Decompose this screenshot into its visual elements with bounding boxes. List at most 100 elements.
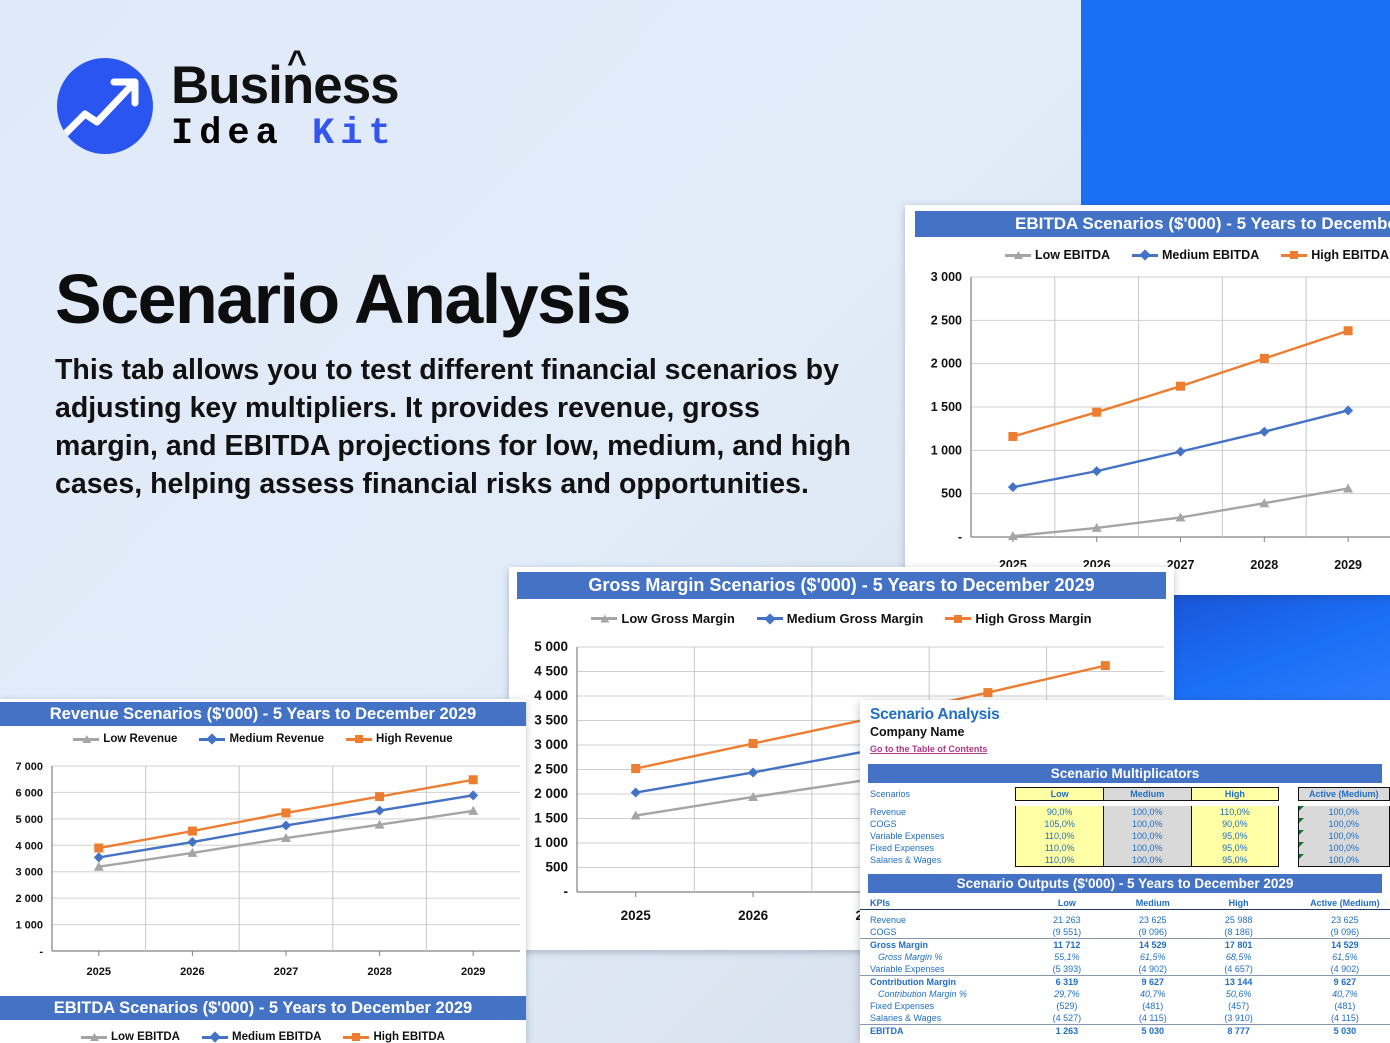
cell-low: (529)	[1056, 1001, 1078, 1011]
table-row: EBITDA 1 263 5 030 8 777 5 030	[860, 1024, 1390, 1037]
cell-high: 13 144	[1195, 975, 1282, 988]
growth-arrow-icon	[57, 58, 153, 154]
cell-medium[interactable]: 100,0%	[1102, 818, 1192, 830]
cell-medium[interactable]: 100,0%	[1102, 830, 1192, 842]
cell-high: 50,6%	[1225, 989, 1252, 999]
cell-low[interactable]: 110,0%	[1015, 830, 1104, 842]
table-row: Contribution Margin % 29,7% 40,7% 50,6% 40,7…	[860, 988, 1390, 1000]
table-row: COGS (9 551) (9 096) (8 186) (9 096)	[860, 926, 1390, 939]
row-label: Revenue	[870, 807, 907, 817]
page-description: This tab allows you to test different fi…	[55, 353, 851, 501]
table-row: Variable Expenses (5 393) (4 902) (4 657) (4…	[860, 963, 1390, 976]
chart-plot-revenue: - 1 000 2 000 3 000 4 000 5 000 6 000 7 000 2025…	[0, 756, 526, 999]
column-header-kpis: KPIs	[860, 897, 1025, 910]
chart-card-ebitda-top: EBITDA Scenarios ($'000) - 5 Years to De…	[905, 205, 1390, 595]
cell-active: (9 096)	[1330, 927, 1360, 937]
cell-low: 21 263	[1053, 915, 1081, 925]
cell-medium: 40,7%	[1140, 989, 1166, 999]
column-header-medium: Medium	[1109, 897, 1196, 910]
cell-active: (481)	[1334, 1001, 1356, 1011]
svg-text:2026: 2026	[738, 908, 769, 923]
svg-text:500: 500	[941, 487, 962, 501]
cell-high[interactable]: 95,0%	[1191, 830, 1280, 842]
cell-low[interactable]: 110,0%	[1015, 854, 1104, 867]
table-row: Salaries & Wages (4 527) (4 115) (3 910) (4 …	[860, 1012, 1390, 1025]
cell-low[interactable]: 105,0%	[1015, 818, 1104, 830]
svg-text:3 500: 3 500	[534, 713, 568, 728]
table-row: Contribution Margin 6 319 9 627 13 144 9 627	[860, 975, 1390, 988]
svg-text:2026: 2026	[180, 966, 204, 978]
svg-text:4 500: 4 500	[534, 664, 568, 679]
decor-block-mid-right	[1170, 590, 1390, 700]
cell-high[interactable]: 95,0%	[1191, 854, 1280, 867]
svg-text:-: -	[39, 946, 43, 958]
cell-low: (9 551)	[1052, 927, 1082, 937]
legend-item-low: Low Revenue	[73, 733, 177, 745]
svg-text:3 000: 3 000	[534, 737, 568, 752]
table-header-row: KPIs Low Medium High Active (Medium)	[860, 897, 1390, 910]
svg-text:5 000: 5 000	[15, 814, 43, 826]
row-label: Revenue	[870, 915, 907, 925]
svg-text:500: 500	[545, 860, 568, 875]
cell-high[interactable]: 90,0%	[1191, 818, 1280, 830]
cell-high: (457)	[1228, 1001, 1250, 1011]
cell-active: 5 030	[1299, 1024, 1390, 1037]
svg-text:2 500: 2 500	[534, 762, 568, 777]
chart-title-gross-margin: Gross Margin Scenarios ($'000) - 5 Years…	[517, 572, 1166, 599]
cell-active: 100,0%	[1297, 842, 1390, 854]
legend-item-low: Low EBITDA	[80, 1031, 180, 1043]
svg-text:3 000: 3 000	[15, 867, 43, 879]
row-label: Salaries & Wages	[870, 1013, 942, 1023]
column-header-active: Active (Medium)	[1299, 897, 1390, 910]
band-scenario-outputs: Scenario Outputs ($'000) - 5 Years to De…	[868, 874, 1382, 893]
cell-active: 100,0%	[1297, 806, 1390, 818]
chart-card-revenue: Revenue Scenarios ($'000) - 5 Years to D…	[0, 699, 526, 1043]
table-row: Scenarios Low Medium High Active (Medium)	[860, 787, 1390, 801]
svg-text:2025: 2025	[87, 966, 111, 978]
cell-medium[interactable]: 100,0%	[1102, 842, 1192, 854]
svg-text:2028: 2028	[367, 966, 391, 978]
chart-plot-ebitda-top: -500 1 000 1 500 2 000 2 500 3 000 2025 2026 202…	[905, 267, 1390, 597]
row-label: Variable Expenses	[870, 831, 945, 841]
cell-active: 100,0%	[1297, 854, 1390, 867]
row-label: Gross Margin %	[878, 952, 943, 962]
cell-low: 6 319	[1024, 975, 1110, 988]
cell-active: 23 625	[1331, 915, 1359, 925]
svg-text:3 000: 3 000	[931, 270, 962, 284]
cell-low: 55,1%	[1054, 952, 1080, 962]
svg-text:2 500: 2 500	[931, 313, 962, 327]
cell-active: (4 902)	[1330, 964, 1360, 974]
table-row: Variable Expenses 110,0% 100,0% 95,0% 100,0%	[860, 830, 1390, 842]
cell-high[interactable]: 95,0%	[1191, 842, 1280, 854]
table-row: Revenue 90,0% 100,0% 110,0% 100,0%	[860, 806, 1390, 818]
cell-high: (4 657)	[1224, 964, 1253, 974]
svg-text:1 500: 1 500	[931, 400, 962, 414]
chart-legend-revenue: Low Revenue Medium Revenue High Revenue	[0, 733, 526, 745]
svg-text:1 500: 1 500	[534, 811, 568, 826]
row-label: Salaries & Wages	[870, 855, 942, 866]
cell-medium: (9 096)	[1138, 927, 1168, 937]
row-label: Gross Margin	[860, 938, 1025, 951]
cell-low[interactable]: 90,0%	[1015, 806, 1104, 818]
row-label: EBITDA	[860, 1024, 1025, 1037]
cell-medium[interactable]: 100,0%	[1102, 854, 1192, 867]
multiplicators-row-label: Scenarios	[870, 789, 911, 799]
svg-text:2029: 2029	[1334, 558, 1362, 572]
chart-legend-ebitda-top: Low EBITDA Medium EBITDA High EBITDA	[1005, 248, 1390, 262]
column-header-low: Low	[1015, 787, 1104, 801]
column-header-high: High	[1190, 787, 1280, 801]
row-label: Variable Expenses	[870, 964, 945, 974]
cell-medium[interactable]: 100,0%	[1102, 806, 1192, 818]
cell-low[interactable]: 110,0%	[1015, 842, 1104, 854]
cell-medium: (4 902)	[1138, 964, 1168, 974]
cell-high: 25 988	[1224, 915, 1253, 925]
column-header-active: Active (Medium)	[1297, 787, 1390, 801]
table-of-contents-link[interactable]: Go to the Table of Contents	[870, 744, 988, 754]
brand-circumflex: ^	[287, 44, 307, 82]
column-header-medium: Medium	[1102, 787, 1192, 801]
cell-low: 11 712	[1024, 938, 1110, 951]
row-label: Contribution Margin	[860, 975, 1025, 988]
svg-text:6 000: 6 000	[15, 787, 43, 799]
row-label: Fixed Expenses	[870, 1001, 935, 1011]
cell-high[interactable]: 110,0%	[1191, 806, 1280, 818]
